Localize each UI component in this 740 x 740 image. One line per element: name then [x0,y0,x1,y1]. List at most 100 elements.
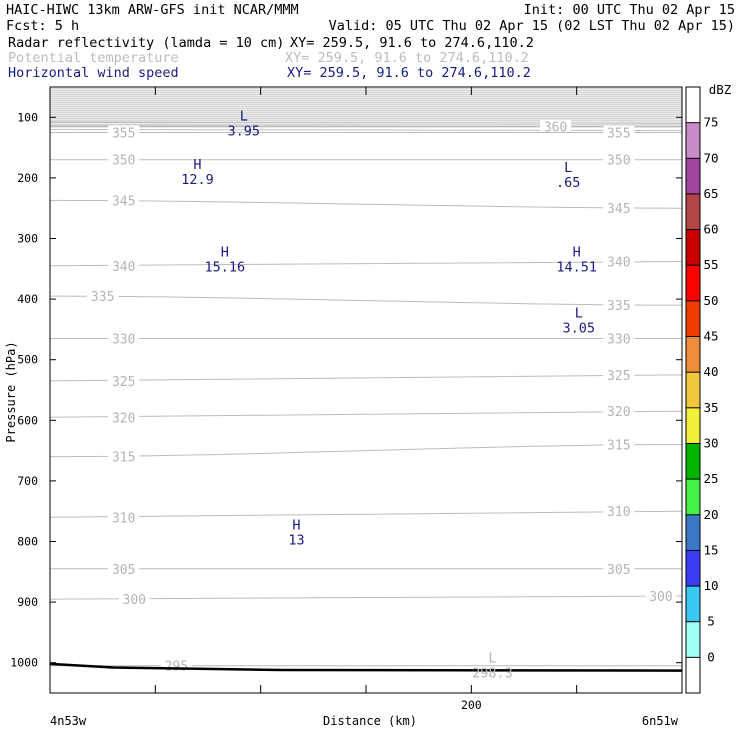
extremum-value: 15.16 [205,260,246,276]
theta-label-bg [603,367,635,382]
theta-contour-label: 305 [112,563,135,578]
colorbar-label: 15 [703,542,718,557]
theta-contour-line [49,510,683,518]
theta-label-bg [108,510,140,525]
y-tick-label: 100 [17,110,38,124]
field-2-name: Potential temperature [8,50,179,66]
colorbar-swatch [686,336,700,373]
colorbar-label: 40 [703,364,718,379]
x-tick-label: 200 [461,698,482,712]
theta-contour-label: 310 [607,505,630,520]
y-tick-label: 200 [17,171,38,185]
theta-label-bg [603,504,635,519]
extremum-value: 13 [288,532,304,548]
colorbar-label: 65 [703,186,718,201]
theta-label-bg [603,254,635,269]
colorbar-label: 70 [703,150,718,165]
colorbar-label: 55 [703,257,718,272]
header-fcst: Fcst: 5 h [6,18,79,34]
colorbar-swatch [686,265,700,301]
theta-contour-line [49,121,683,124]
colorbar-swatch [686,621,700,658]
colorbar-label: 30 [703,435,718,450]
extremum-marker: L [240,108,248,124]
field-3-xy: XY= 259.5, 91.6 to 274.6,110.2 [287,65,531,81]
theta-contour-label: 320 [607,405,630,420]
theta-contour-label: 325 [607,369,630,384]
colorbar-label: 5 [707,614,715,629]
extremum-marker: H [292,517,300,533]
field-3-name: Horizontal wind speed [8,65,179,81]
theta-label-bg [108,258,140,273]
theta-contour-line [49,128,683,132]
theta-contour-line [49,295,683,306]
x-axis-title: Distance (km) [323,714,417,728]
colorbar-label: 75 [703,115,718,130]
theta-label-bg [108,449,140,464]
theta-contour-label: 320 [112,411,135,426]
y-tick-label: 400 [17,292,38,306]
y-tick-label: 700 [17,474,38,488]
colorbar-swatch [686,158,700,194]
colorbar-label: 50 [703,293,718,308]
field-1-name: Radar reflectivity (lamda = 10 cm) [8,35,284,51]
theta-contour-label: 300 [649,590,672,605]
colorbar-swatch [686,87,700,123]
colorbar-label: 35 [703,400,718,415]
theta-label-bg [540,119,572,134]
x-start-label: 4n53w [50,714,87,728]
y-tick-label: 300 [17,232,38,246]
theta-label-bg [108,561,140,576]
colorbar-label: 20 [703,507,718,522]
theta-contour-line [49,374,683,382]
theta-label-bg [645,589,677,604]
colorbar-label: 25 [703,471,718,486]
extremum-value: 14.51 [556,260,597,276]
theta-label-bg [87,289,119,304]
theta-contour-label: 310 [112,511,135,526]
y-tick-label: 600 [17,413,38,427]
theta-label-bg [108,152,140,167]
theta-label-bg [603,404,635,419]
colorbar-swatch [686,479,700,515]
colorbar-swatch [686,657,700,693]
header-init: Init: 00 UTC Thu 02 Apr 15 [524,2,735,18]
colorbar-swatch [686,122,700,159]
plot-frame [49,86,683,694]
colorbar-label: 60 [703,222,718,237]
extremum-marker: H [193,157,201,173]
theta-label-bg [603,298,635,313]
colorbar-label: 10 [703,578,718,593]
extremum-value: 12.9 [181,172,214,188]
theta-contour-label: 340 [112,260,135,275]
theta-label-bg [108,193,140,208]
extremum-value: .65 [556,175,580,191]
theta-label-bg [118,592,150,607]
theta-contour-label: 335 [607,299,630,314]
terrain-line [49,662,683,672]
colorbar-swatch [686,514,700,551]
extremum-marker: L [575,305,583,321]
theta-label-bg [603,152,635,167]
x-end-label: 6n51w [642,714,679,728]
theta-contour-label: 330 [607,332,630,347]
colorbar-swatch [686,193,700,230]
y-tick-label: 500 [17,353,38,367]
colorbar-swatch [686,229,700,266]
extremum-value: 3.95 [228,123,261,139]
theta-contour-label: 345 [607,202,630,217]
theta-contour-label: 350 [112,154,135,169]
extremum-marker: L [564,160,572,176]
theta-contour-label: 315 [112,451,135,466]
extremum-marker: H [573,245,581,261]
theta-label-bg [603,125,635,140]
colorbar-label: 0 [707,649,715,664]
extremum-value: 298.3 [472,666,513,682]
theta-label-bg [603,437,635,452]
field-2-xy: XY= 259.5, 91.6 to 274.6,110.2 [285,50,529,66]
theta-contour-label: 350 [607,154,630,169]
y-tick-label: 800 [17,535,38,549]
header-valid: Valid: 05 UTC Thu 02 Apr 15 (02 LST Thu … [329,18,735,34]
theta-label-bg [108,125,140,140]
